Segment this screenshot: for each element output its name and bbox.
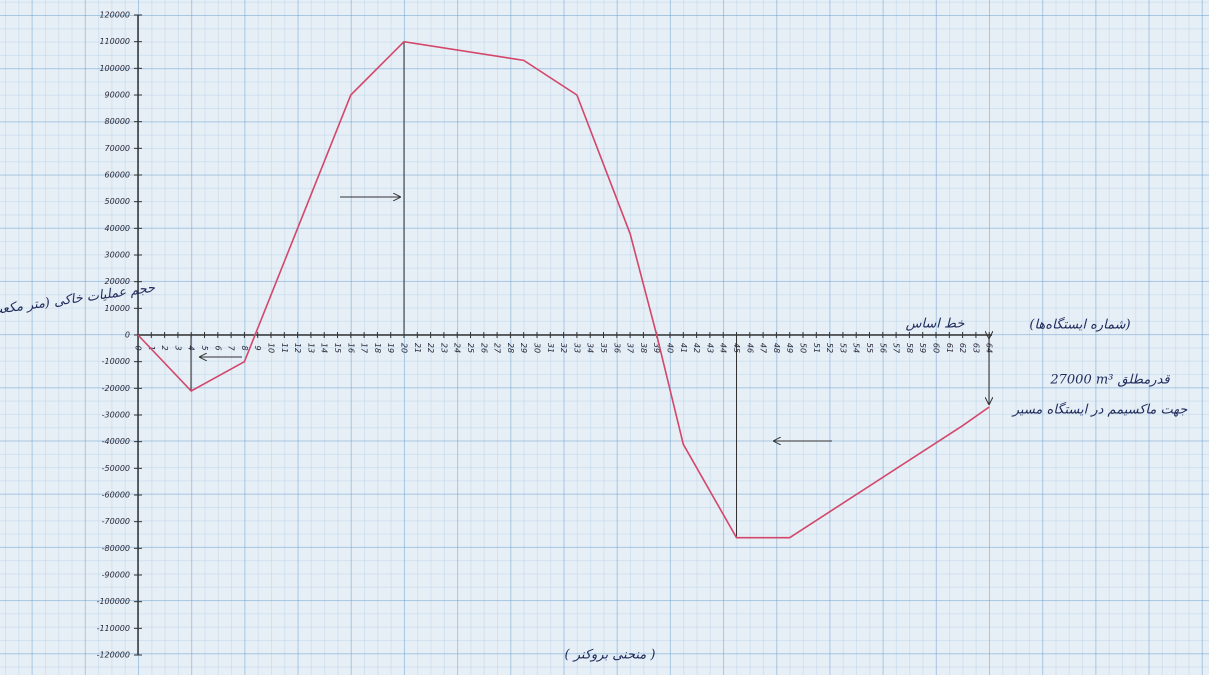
y-tick-label: -40000 [102,437,130,446]
x-tick-label: 52 [825,343,834,353]
x-tick-label: 6 [213,345,222,350]
x-tick-label: 44 [719,343,728,353]
x-tick-label: 11 [280,343,289,353]
y-tick-label: 10000 [105,304,130,313]
x-tick-label: 42 [692,343,701,353]
x-tick-label: 7 [227,345,236,351]
y-tick-label: -80000 [102,544,130,553]
x-tick-label: 34 [586,343,595,353]
x-tick-label: 32 [559,343,568,353]
data-line [137,40,990,539]
x-tick-label: 41 [679,343,688,353]
x-tick-label: 21 [413,343,422,353]
x-tick-label: 45 [732,343,741,353]
y-tick-label: 110000 [99,37,130,46]
x-tick-label: 15 [333,343,342,353]
x-tick-label: 27 [493,343,502,354]
x-tick-label: 39 [652,343,661,353]
y-tick-label: 20000 [105,277,130,286]
x-tick-label: 18 [373,343,382,353]
x-tick-label: 46 [745,343,754,353]
y-tick-label: -50000 [102,464,130,473]
x-tick-label: 55 [865,343,874,353]
x-tick-label: 64 [985,343,994,353]
y-tick-label: 50000 [105,197,130,206]
x-tick-label: 47 [759,343,768,354]
x-tick-label: 24 [453,343,462,353]
y-tick-label: 100000 [99,64,130,73]
x-tick-label: 58 [905,343,914,353]
y-tick-label: 40000 [105,224,130,233]
y-tick-label: 90000 [105,91,130,100]
x-tick-label: 37 [626,343,635,354]
y-tick-label: -10000 [102,357,130,366]
y-tick-label: 120000 [99,11,130,20]
y-tick-label: -110000 [97,624,130,633]
y-tick-label: 80000 [105,117,130,126]
y-tick-label: -70000 [102,517,130,526]
x-tick-label: 17 [360,343,369,354]
y-tick-label: -20000 [102,384,130,393]
chart-title: ( منحنی بروکنر ) [565,648,656,663]
x-tick-label: 0 [134,345,143,350]
x-tick-label: 9 [253,345,262,350]
x-tick-label: 53 [838,343,847,353]
y-tick-label: 0 [125,331,130,340]
y-tick-label: 70000 [105,144,130,153]
annotation: خط اساس [906,317,966,332]
y-axis-label: حجم عملیات خاکی (متر مکعب) [0,280,157,319]
x-tick-label: 28 [506,343,515,353]
x-tick-label: 25 [466,343,475,353]
x-tick-label: 62 [958,343,967,353]
x-tick-label: 23 [439,343,448,353]
annotation: جهت ماکسیمم در ایستگاه مسیر [1011,402,1189,418]
x-tick-label: 12 [293,343,302,353]
x-tick-label: 3 [173,345,182,350]
x-tick-label: 8 [240,345,249,350]
x-tick-label: 35 [599,343,608,353]
x-tick-label: 13 [306,343,315,353]
x-tick-label: 14 [320,343,329,353]
x-tick-label: 60 [932,343,941,353]
x-axis-label: (شماره ایستگاه‌ها) [1029,317,1130,333]
x-tick-label: 61 [945,343,954,353]
x-tick-label: 16 [346,343,355,353]
annotation: 27000 m³ قدرمطلق [1049,373,1170,388]
x-tick-label: 59 [918,343,927,353]
x-tick-label: 40 [666,343,675,353]
x-tick-label: 10 [267,343,276,353]
x-tick-label: 50 [799,343,808,353]
x-tick-label: 63 [971,343,980,353]
x-tick-label: 5 [200,345,209,350]
x-tick-label: 38 [639,343,648,353]
x-tick-label: 56 [878,343,887,353]
y-tick-label: 60000 [105,171,130,180]
y-tick-label: 30000 [105,251,130,260]
x-tick-label: 48 [772,343,781,353]
x-tick-label: 26 [479,343,488,353]
x-tick-label: 43 [705,343,714,353]
x-tick-label: 57 [892,343,901,354]
x-tick-label: 30 [533,343,542,353]
x-tick-label: 51 [812,343,821,353]
y-tick-label: -60000 [102,491,130,500]
y-tick-label: -90000 [102,571,130,580]
x-tick-label: 33 [572,343,581,353]
x-tick-label: 54 [852,343,861,353]
x-tick-label: 31 [546,343,555,353]
x-tick-label: 36 [612,343,621,353]
x-tick-label: 19 [386,343,395,353]
x-tick-label: 29 [519,343,528,353]
x-tick-label: 20 [400,343,409,353]
x-tick-label: 2 [160,345,169,350]
y-tick-label: -120000 [97,651,130,660]
y-tick-label: -30000 [102,411,130,420]
y-tick-label: -100000 [97,597,130,606]
x-tick-label: 22 [426,343,435,353]
x-tick-label: 49 [785,343,794,353]
x-tick-label: 4 [187,345,196,350]
